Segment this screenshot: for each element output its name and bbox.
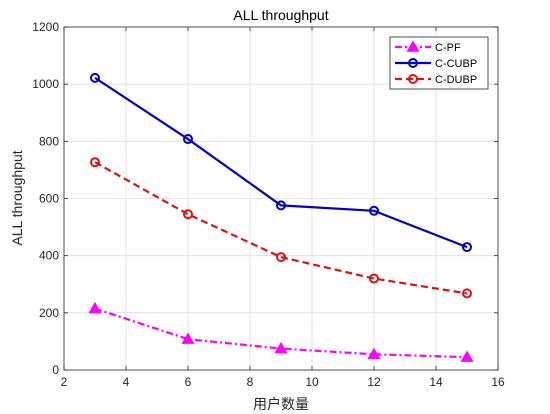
data-point-c-dubp: [90, 157, 100, 168]
x-tick-label: 2: [61, 375, 68, 389]
data-point-c-pf: [460, 350, 474, 362]
y-tick-label: 800: [39, 134, 59, 148]
series-group: [88, 72, 474, 362]
legend-label-c-dubp: C-DUBP: [435, 74, 477, 86]
legend-label-c-pf: C-PF: [435, 42, 461, 54]
series-c-pf: [88, 301, 474, 362]
data-point-c-dubp: [369, 273, 379, 284]
data-point-c-dubp: [183, 209, 193, 220]
data-point-c-pf: [274, 341, 288, 354]
series-line-c-cubp: [94, 76, 468, 249]
data-point-c-pf: [181, 332, 195, 344]
y-tick-label: 1200: [32, 20, 59, 34]
data-point-c-pf: [367, 347, 381, 360]
legend-marker-c-cubp: [408, 58, 418, 68]
data-point-c-dubp: [276, 252, 286, 263]
data-point-c-pf: [88, 301, 102, 314]
data-point-c-cubp: [276, 200, 286, 211]
legend-marker-c-pf: [406, 40, 420, 52]
x-tick-label: 10: [305, 375, 319, 389]
x-tick-label: 4: [123, 375, 130, 389]
legend-label-c-cubp: C-CUBP: [435, 58, 477, 70]
x-tick-label: 14: [429, 375, 443, 389]
legend: C-PF C-CUBP C-DUBP: [389, 36, 489, 90]
y-tick-label: 600: [39, 192, 59, 206]
x-tick-label: 12: [367, 375, 381, 389]
x-tick-label: 8: [247, 375, 254, 389]
data-point-c-cubp: [369, 205, 379, 216]
data-point-c-cubp: [90, 72, 100, 83]
x-axis-label: 用户数量: [253, 396, 309, 412]
data-point-c-cubp: [183, 134, 193, 145]
legend-marker-c-dubp: [408, 74, 418, 84]
x-tick-label: 6: [185, 375, 192, 389]
data-point-c-dubp: [462, 288, 472, 299]
y-tick-label: 200: [39, 306, 59, 320]
x-axis: 2 4 6 8 10 12 14 16: [61, 27, 505, 389]
series-c-cubp: [90, 72, 472, 253]
y-tick-label: 0: [52, 363, 59, 377]
watermark: CSDN @我爱C编程: [416, 389, 540, 405]
y-tick-label: 1000: [32, 77, 59, 91]
y-axis: 0 200 400 600 800 1000 1200: [32, 20, 498, 377]
data-point-c-cubp: [462, 242, 472, 253]
y-tick-label: 400: [39, 249, 59, 263]
series-line-c-dubp: [94, 161, 468, 295]
chart-title: ALL throughput: [233, 7, 328, 23]
x-tick-label: 16: [491, 375, 505, 389]
series-c-dubp: [90, 157, 472, 299]
y-axis-label: ALL throughput: [9, 150, 25, 245]
